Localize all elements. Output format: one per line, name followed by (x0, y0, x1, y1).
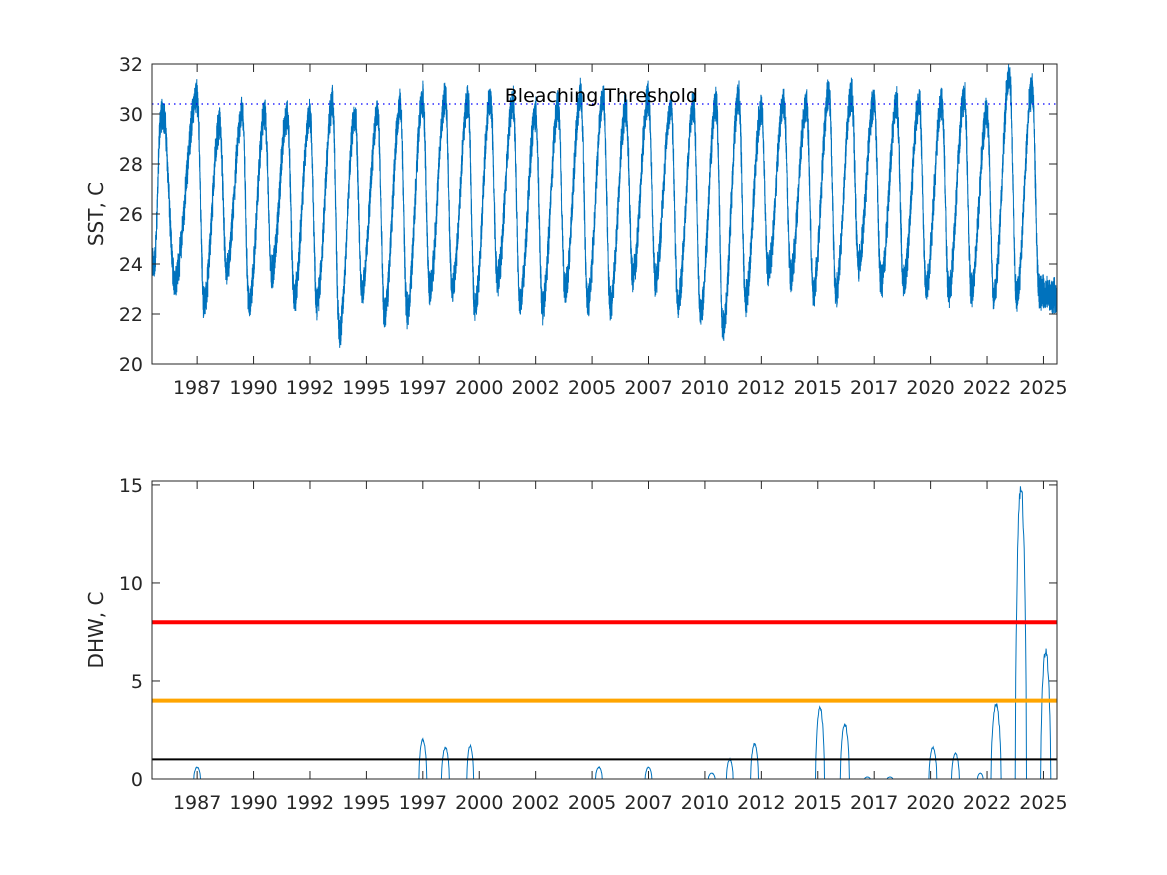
x-tick-label: 2012 (737, 792, 785, 814)
y-tick-label: 26 (119, 204, 143, 226)
plot-content (152, 486, 1057, 779)
x-tick-label: 1987 (173, 377, 221, 399)
dhw-panel: 1987 1990 1992 1995 1997 2000 2002 2005 2007 2010… (84, 475, 1068, 814)
x-tick-label: 1995 (342, 377, 390, 399)
x-tick-label: 2000 (455, 377, 503, 399)
y-tick-label: 22 (119, 304, 143, 326)
sst-panel: 1987 1990 1992 1995 1997 2000 2002 2005 2007 2010… (84, 54, 1068, 399)
y-axis-label: SST, C (84, 182, 108, 246)
x-tick-label: 2002 (511, 377, 559, 399)
x-tick-label: 1990 (229, 377, 277, 399)
x-tick-label: 2025 (1019, 792, 1067, 814)
plot-content (152, 64, 1057, 348)
x-tick-label: 1992 (286, 377, 334, 399)
x-tick-label: 2002 (511, 792, 559, 814)
y-tick-label: 10 (119, 573, 143, 595)
x-tick-label: 2000 (455, 792, 503, 814)
x-tick-label: 2025 (1019, 377, 1067, 399)
dhw-series-line (152, 486, 1057, 779)
plot-area (152, 481, 1057, 779)
x-tick-label: 2012 (737, 377, 785, 399)
x-tick-label: 1992 (286, 792, 334, 814)
y-tick-label: 28 (119, 154, 143, 176)
axes-box (151, 480, 1058, 780)
bleaching-threshold-label: Bleaching Threshold (505, 85, 698, 107)
y-tick-label: 0 (131, 769, 143, 791)
y-axis-label: DHW, C (84, 592, 108, 669)
sst-series-line (152, 64, 1057, 348)
x-tick-label: 2015 (794, 377, 842, 399)
x-tick-label: 2022 (963, 792, 1011, 814)
x-tick-label: 1995 (342, 792, 390, 814)
x-tick-label: 2020 (906, 792, 954, 814)
y-tick-label: 32 (119, 54, 143, 76)
x-tick-label: 1997 (399, 377, 447, 399)
x-tick-label: 1990 (229, 792, 277, 814)
x-tick-label: 2007 (624, 377, 672, 399)
x-tick-label: 1997 (399, 792, 447, 814)
x-tick-label: 2022 (963, 377, 1011, 399)
x-tick-label: 2010 (681, 792, 729, 814)
x-tick-label: 2005 (568, 377, 616, 399)
x-tick-label: 2015 (794, 792, 842, 814)
y-tick-label: 15 (119, 475, 143, 497)
x-tick-label: 2007 (624, 792, 672, 814)
x-tick-label: 2010 (681, 377, 729, 399)
x-tick-label: 2017 (850, 377, 898, 399)
x-tick-label: 2020 (906, 377, 954, 399)
y-tick-label: 20 (119, 354, 143, 376)
x-tick-label: 2017 (850, 792, 898, 814)
y-tick-label: 24 (119, 254, 143, 276)
y-tick-label: 5 (131, 671, 143, 693)
x-tick-label: 2005 (568, 792, 616, 814)
y-tick-label: 30 (119, 104, 143, 126)
x-tick-label: 1987 (173, 792, 221, 814)
